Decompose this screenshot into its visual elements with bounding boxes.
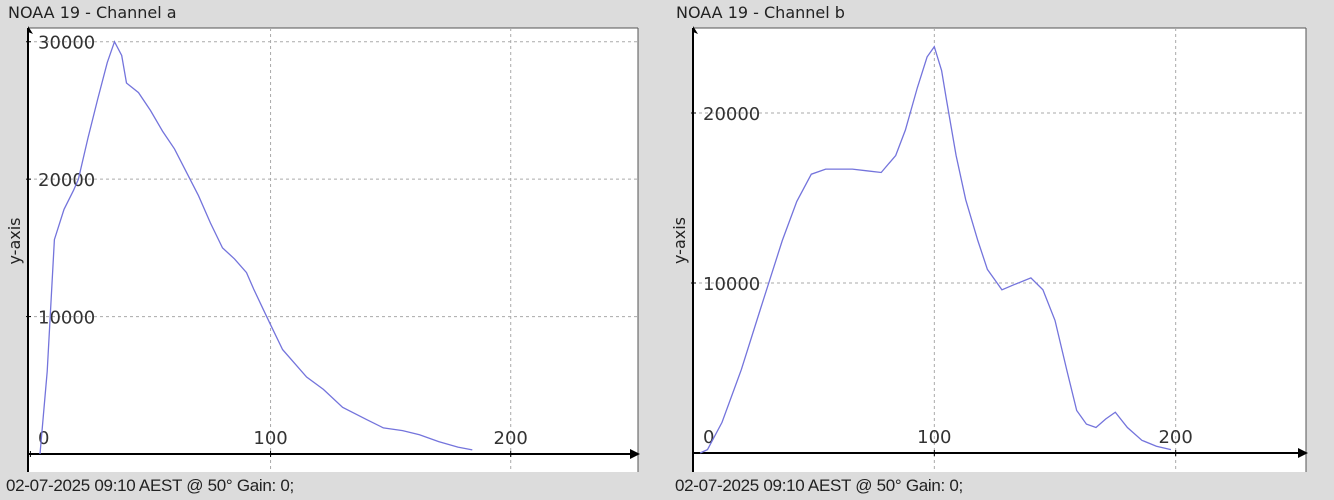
chart-a: 10000 20000 30000 0 100 200 y-axis [5, 26, 640, 472]
y-axis-arrow-icon [28, 26, 33, 34]
x-tick-label: 0 [38, 428, 49, 449]
x-tick-label: 100 [917, 427, 951, 448]
y-axis-label: y-axis [670, 217, 689, 264]
y-axis-arrow-icon [693, 26, 698, 34]
y-axis-label: y-axis [5, 217, 24, 264]
chart-b: 10000 20000 0 100 200 y-axis [670, 26, 1308, 472]
x-tick-label: 100 [253, 428, 287, 449]
y-tick-label: 20000 [703, 104, 760, 125]
plot-area [28, 28, 638, 472]
chart-a-footer: 02-07-2025 09:10 AEST @ 50° Gain: 0; [6, 476, 294, 495]
y-tick-label: 10000 [703, 274, 760, 295]
x-tick-label: 0 [703, 427, 714, 448]
y-tick-label: 10000 [38, 308, 95, 329]
chart-a-title: NOAA 19 - Channel a [8, 3, 177, 22]
chart-b-footer: 02-07-2025 09:10 AEST @ 50° Gain: 0; [675, 476, 963, 495]
x-axis-arrow-icon [1298, 448, 1308, 458]
x-axis-arrow-icon [630, 449, 640, 459]
series-line [699, 45, 1172, 454]
y-tick-label: 20000 [38, 170, 95, 191]
x-tick-label: 200 [1158, 427, 1192, 448]
series-line [39, 40, 473, 455]
x-tick-label: 200 [494, 428, 528, 449]
plot-area [693, 28, 1306, 472]
chart-b-title: NOAA 19 - Channel b [676, 3, 845, 22]
y-tick-label: 30000 [38, 33, 95, 54]
